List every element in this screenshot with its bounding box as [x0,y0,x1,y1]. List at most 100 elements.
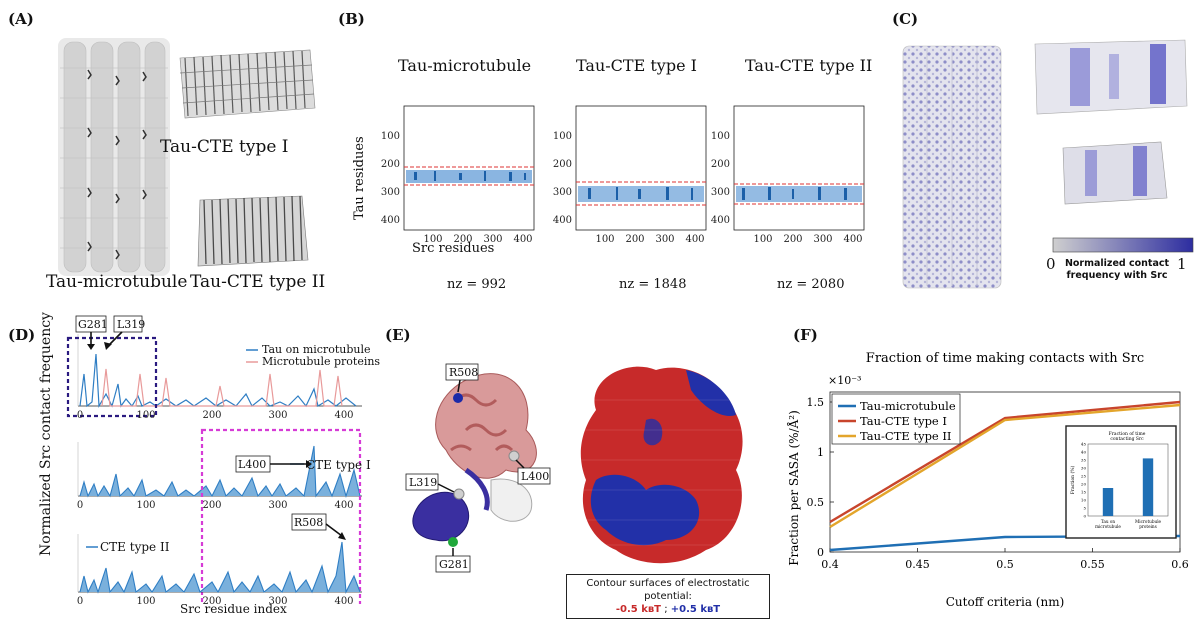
d-top-xtick-100: 100 [136,410,155,421]
map1-xtick-400: 400 [513,234,532,245]
cte-type2-caption: Tau-CTE type II [190,272,326,292]
inset-y-tick: 10 [1081,498,1087,503]
contact-map-t1: 100 200 300 400 100 200 300 400 [553,105,707,245]
inset-y-tick: 30 [1081,466,1087,471]
map3-xtick-400: 400 [843,234,862,245]
chart-xlabel: Cutoff criteria (nm) [946,595,1065,609]
contact-map-title-mt: Tau-microtubule [398,56,532,75]
inset-y-tick: 20 [1081,482,1087,487]
cte-type1-contact-surface [1034,39,1188,115]
d-mid-xtick-400: 400 [334,500,353,511]
microtubule-caption: Tau-microtubule [46,272,188,292]
contact-map-ylabel: Tau residues [352,136,367,220]
inset-y-tick: 15 [1081,490,1087,495]
chart-title: Fraction of time making contacts with Sr… [866,351,1144,366]
map3-ytick-200: 200 [711,159,730,170]
panel-f-label: (F) [793,326,818,344]
x-tick-label: 0.4 [821,558,839,571]
panel-b-label: (B) [338,10,365,28]
electrostatic-surface [580,366,746,564]
map3-xtick-100: 100 [753,234,772,245]
residue-l400: L400 [521,470,550,483]
map2-xtick-400: 400 [685,234,704,245]
callout-r508-box [291,513,327,531]
callout-l319: L319 [117,318,146,331]
cte-type2-fibril [197,195,309,267]
series-line-1 [829,400,1181,524]
residue-l319: L319 [409,476,438,489]
inset-y-tick: 5 [1083,506,1086,511]
legend-mt-proteins: Microtubule proteins [262,355,381,368]
panel-a-label: (A) [8,10,34,28]
inset-category-label: Microtubule [1135,519,1162,524]
subplot-cte1 [77,428,362,604]
inset-category-label: microtubule [1095,524,1121,529]
panel-c-structures [902,39,1194,289]
legend-tau-on-mt: Tau on microtubule [262,343,371,356]
electrostatic-caption-line2: -0.5 kʙT ; +0.5 kʙT [567,603,769,616]
map2-ytick-200: 200 [553,159,572,170]
callout-g281: G281 [78,318,108,331]
inset-bar-0 [1102,488,1114,516]
colorbar-label-line1: Normalized contact [1064,258,1170,269]
src-contact-ylabel: Normalized Src contact frequency [38,312,54,556]
x-tick-label: 0.5 [996,558,1014,571]
contact-maps: 100 200 300 400 100 200 300 400 100 200 … [381,105,865,245]
x-tick-label: 0.55 [1080,558,1105,571]
subplot-cte2 [77,513,362,595]
microtubule-structure [58,38,170,276]
map2-ytick-300: 300 [553,187,572,198]
map1-ytick-100: 100 [381,131,400,142]
colorbar-label-line2: frequency with Src [1066,270,1168,281]
map2-ytick-400: 400 [553,215,572,226]
inset-frame [1065,425,1177,539]
colorbar [1052,237,1194,253]
contact-map-xlabel: Src residues [412,241,495,256]
legend-label-2: Tau-CTE type II [860,429,951,443]
residue-g281: G281 [439,558,469,571]
map1-xtick-300: 300 [483,234,502,245]
inset-y-tick: 25 [1081,474,1087,479]
map1-ytick-400: 400 [381,215,400,226]
src-contact-xlabel: Src residue index [180,602,287,616]
focus-box-cte [200,428,362,604]
legend-label-0: Tau-microtubule [860,399,956,413]
panel-d-label: (D) [8,326,36,344]
map2-xtick-200: 200 [625,234,644,245]
callout-r508: R508 [294,516,324,529]
inset-ylabel: Fraction (%) [1069,465,1076,494]
contact-map-title-t2: Tau-CTE type II [745,56,873,75]
microtubule-contact-surface [902,45,1002,289]
negative-potential: -0.5 kʙT [615,604,662,615]
inset-bar-1 [1142,458,1154,516]
legend-cte1: CTE type I [306,458,371,472]
x-tick-label: 0.6 [1171,558,1189,571]
inset-y-tick: 45 [1081,442,1087,447]
d-bot-xtick-300: 300 [268,596,287,604]
cte-type1-fibril [179,49,316,119]
inset-y-tick: 35 [1081,458,1087,463]
map2-xtick-300: 300 [655,234,674,245]
map3-ytick-300: 300 [711,187,730,198]
map1-ytick-300: 300 [381,187,400,198]
panel-c-label: (C) [892,10,919,28]
map2-xtick-100: 100 [595,234,614,245]
y-tick-label: 0 [817,546,824,559]
residue-r508: R508 [449,366,479,379]
panel-d-plots: 0 100 200 300 400 0 100 200 300 400 0 10… [66,315,362,604]
subplot-microtubule [66,315,362,418]
focus-box-microtubule [66,336,158,418]
map3-ytick-400: 400 [711,215,730,226]
d-bot-xtick-0: 0 [77,596,83,604]
inset-category-label: Tau on [1101,519,1116,524]
panel-a-structures [58,38,316,276]
colorbar-label: Normalized contact frequency with Src [1062,258,1172,282]
d-top-xtick-300: 300 [268,410,287,421]
map3-xtick-200: 200 [783,234,802,245]
d-top-xtick-400: 400 [334,410,353,421]
legend-label-1: Tau-CTE type I [860,414,947,428]
d-top-xtick-200: 200 [202,410,221,421]
map1-xtick-100: 100 [423,234,442,245]
d-top-xtick-0: 0 [77,410,83,421]
chart-ylabel: Fraction per SASA (%/Å²) [786,410,801,566]
